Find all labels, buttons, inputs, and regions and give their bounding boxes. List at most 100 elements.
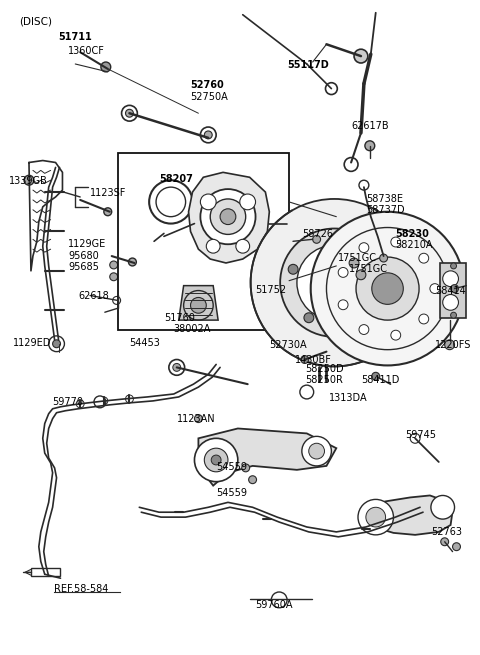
Circle shape [320, 268, 349, 297]
Circle shape [366, 507, 385, 527]
Text: 58726: 58726 [302, 229, 333, 240]
Circle shape [410, 434, 420, 443]
Circle shape [200, 194, 216, 210]
Circle shape [191, 297, 206, 313]
Circle shape [169, 360, 185, 375]
Text: 54559: 54559 [216, 487, 247, 498]
Polygon shape [198, 428, 336, 485]
Circle shape [372, 372, 380, 380]
Circle shape [338, 267, 348, 277]
Text: 62617B: 62617B [351, 121, 389, 131]
Text: 62618: 62618 [78, 291, 109, 301]
Text: 58250D: 58250D [305, 364, 343, 375]
Circle shape [359, 325, 369, 335]
Circle shape [280, 229, 388, 337]
Text: 1430BF: 1430BF [295, 354, 332, 365]
Circle shape [240, 194, 255, 210]
Circle shape [204, 131, 212, 139]
Circle shape [443, 295, 458, 310]
Text: 1313DA: 1313DA [329, 393, 368, 403]
Text: 58210A: 58210A [396, 240, 433, 250]
Text: 1339GB: 1339GB [9, 176, 48, 186]
Polygon shape [364, 495, 453, 535]
Circle shape [101, 62, 111, 72]
Circle shape [53, 340, 60, 348]
Circle shape [349, 258, 359, 268]
Circle shape [110, 273, 118, 281]
Circle shape [355, 313, 365, 323]
Text: 59745: 59745 [405, 430, 436, 440]
Circle shape [210, 199, 246, 234]
Text: 1220FS: 1220FS [435, 340, 471, 350]
Circle shape [194, 438, 238, 481]
Circle shape [125, 109, 133, 117]
Text: 58738E: 58738E [366, 194, 403, 204]
Circle shape [24, 176, 34, 185]
Circle shape [356, 257, 419, 320]
Circle shape [419, 314, 429, 324]
Circle shape [453, 543, 460, 551]
Circle shape [173, 364, 180, 371]
Circle shape [371, 265, 381, 274]
Polygon shape [189, 172, 269, 263]
Text: 58411D: 58411D [361, 375, 399, 385]
Circle shape [204, 448, 228, 472]
Circle shape [431, 495, 455, 519]
Text: 58250R: 58250R [305, 375, 343, 385]
Circle shape [312, 235, 321, 243]
Circle shape [129, 258, 136, 266]
Circle shape [200, 189, 255, 244]
Polygon shape [440, 263, 467, 318]
Circle shape [300, 385, 313, 399]
Circle shape [94, 396, 106, 408]
Circle shape [271, 592, 287, 608]
Circle shape [391, 330, 401, 340]
Circle shape [441, 538, 449, 546]
Circle shape [194, 415, 203, 422]
Circle shape [430, 284, 440, 293]
Circle shape [297, 245, 372, 320]
Circle shape [220, 209, 236, 225]
Circle shape [301, 356, 309, 364]
Bar [118, 153, 289, 330]
Circle shape [359, 180, 369, 190]
Circle shape [325, 83, 337, 94]
Text: 58207: 58207 [159, 174, 193, 184]
Circle shape [251, 199, 418, 366]
Circle shape [110, 261, 118, 269]
Polygon shape [179, 286, 218, 320]
Text: 59760A: 59760A [255, 600, 293, 610]
Text: 55117D: 55117D [287, 60, 329, 70]
Circle shape [451, 312, 456, 318]
Circle shape [309, 443, 324, 459]
Text: 52763: 52763 [431, 527, 462, 537]
Circle shape [302, 436, 331, 466]
Text: 52750A: 52750A [191, 92, 228, 102]
Circle shape [356, 270, 366, 280]
Circle shape [372, 273, 403, 305]
Circle shape [380, 254, 387, 262]
Text: 1751GC: 1751GC [338, 253, 377, 263]
Text: 58414: 58414 [435, 286, 466, 295]
Text: 38002A: 38002A [174, 324, 211, 334]
Circle shape [444, 340, 455, 350]
Circle shape [354, 49, 368, 63]
Circle shape [451, 285, 458, 293]
Circle shape [113, 297, 120, 305]
Text: REF.58-584: REF.58-584 [54, 584, 108, 594]
Circle shape [200, 127, 216, 143]
Text: 95680: 95680 [68, 251, 99, 261]
Text: 1129ED: 1129ED [13, 338, 51, 348]
Text: 51711: 51711 [59, 33, 92, 43]
Text: 1123SF: 1123SF [90, 188, 126, 198]
Text: 54559: 54559 [216, 462, 247, 472]
Circle shape [358, 499, 394, 535]
Text: 58737D: 58737D [366, 205, 405, 215]
Text: 51752: 51752 [255, 285, 287, 295]
Circle shape [236, 239, 250, 253]
Circle shape [211, 455, 221, 465]
Circle shape [391, 237, 401, 247]
Circle shape [451, 263, 456, 269]
Text: 1129GE: 1129GE [68, 239, 107, 250]
Circle shape [242, 464, 250, 472]
